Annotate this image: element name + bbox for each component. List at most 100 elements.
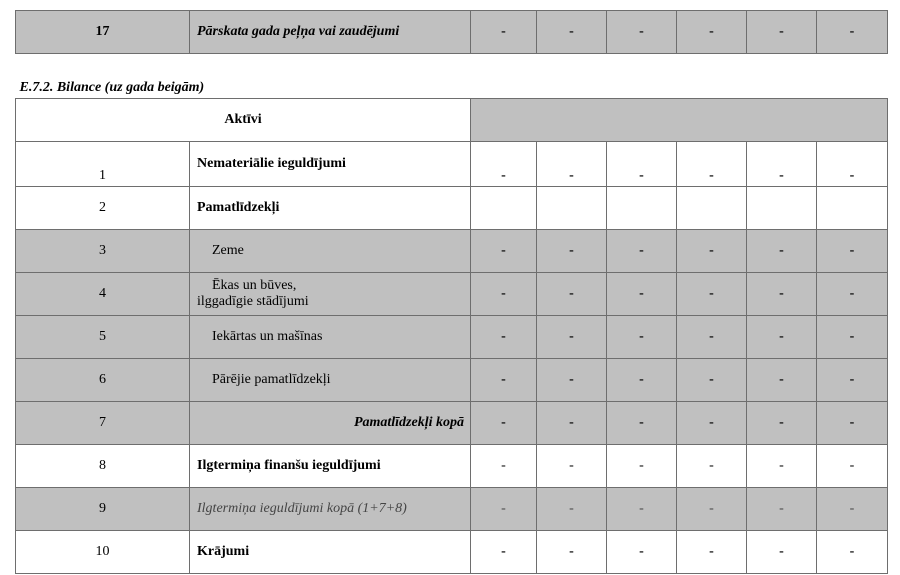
row-number: 4 [15,272,190,316]
header-shaded-area [470,98,888,142]
table-row: 6 Pārējie pamatlīdzekļi - - - - - - [15,358,888,402]
row-label: Pārējie pamatlīdzekļi [189,358,471,402]
value-cell: - [536,272,607,316]
value-cell: - [536,10,607,54]
value-cell: - [676,530,747,574]
value-cell: - [536,358,607,402]
row-label: Pamatlīdzekļi [189,186,471,230]
value-cell: - [816,229,888,273]
value-cell: - [746,444,817,488]
value-cell: - [676,315,747,359]
value-cell: - [470,272,537,316]
value-cell: - [676,487,747,531]
value-cell: - [746,229,817,273]
header-row: Aktīvi [15,98,888,142]
value-cell: - [470,358,537,402]
row-label: Krājumi [189,530,471,574]
value-cell [676,186,747,230]
value-cell: - [470,401,537,445]
value-cell: - [816,10,888,54]
row-label-text: Ilgtermiņa ieguldījumi kopā (1+7+8) [197,501,407,516]
value-cell: - [606,10,677,54]
value-cell: - [746,401,817,445]
row-number: 7 [15,401,190,445]
table-row: 17 Pārskata gada peļņa vai zaudējumi - - - - -… [15,10,888,54]
table-row: 8 Ilgtermiņa finanšu ieguldījumi - - - - - - [15,444,888,488]
value-cell: - [470,487,537,531]
value-cell [746,186,817,230]
value-cell: - [470,229,537,273]
value-cell: - [816,487,888,531]
row-label-text: Nemateriālie ieguldījumi [197,156,346,171]
value-cell: - [746,10,817,54]
table-row: 1 Nemateriālie ieguldījumi - - - - - - [15,141,888,187]
table-row: 5 Iekārtas un mašīnas - - - - - - [15,315,888,359]
value-cell: - [470,315,537,359]
value-cell: - [816,358,888,402]
value-cell: - [606,315,677,359]
value-cell: - [606,229,677,273]
value-cell: - [816,272,888,316]
value-cell: - [816,530,888,574]
value-cell: - [606,141,677,187]
table-row: 7 Pamatlīdzekļi kopā - - - - - - [15,401,888,445]
table-row: 10 Krājumi - - - - - - [15,530,888,574]
row-label: Pārskata gada peļņa vai zaudējumi [189,10,471,54]
row-label-text: Zeme [212,243,244,258]
value-cell: - [676,141,747,187]
row-label-text: Pārējie pamatlīdzekļi [212,372,331,387]
value-cell: - [536,401,607,445]
row-label: Nemateriālie ieguldījumi [189,141,471,187]
row-label: Iekārtas un mašīnas [189,315,471,359]
value-cell: - [816,444,888,488]
table-row: 2 Pamatlīdzekļi [15,186,888,230]
row-number: 1 [15,141,190,187]
value-cell: - [536,487,607,531]
row-label: Ēkas un būves, ilggadīgie stādījumi [189,272,471,316]
value-cell: - [470,141,537,187]
row-label: Pamatlīdzekļi kopā [189,401,471,445]
value-cell: - [676,444,747,488]
row-label-text: Ēkas un būves, [212,278,297,293]
value-cell: - [746,530,817,574]
row-label-text: Iekārtas un mašīnas [212,329,323,344]
value-cell: - [606,401,677,445]
value-cell: - [536,444,607,488]
row-number: 8 [15,444,190,488]
value-cell: - [606,272,677,316]
value-cell: - [606,358,677,402]
value-cell: - [470,10,537,54]
balance-table: 17 Pārskata gada peļņa vai zaudējumi - - - - -… [15,10,888,574]
value-cell: - [746,358,817,402]
value-cell [470,186,537,230]
row-number: 5 [15,315,190,359]
row-label-text: Ilgtermiņa finanšu ieguldījumi [197,458,381,473]
row-number: 3 [15,229,190,273]
row-label-text: Krājumi [197,544,250,559]
row-number: 17 [15,10,190,54]
row-label-text: Pamatlīdzekļi kopā [353,415,464,430]
value-cell: - [606,444,677,488]
header-aktivi: Aktīvi [15,98,471,142]
value-cell: - [816,401,888,445]
value-cell [536,186,607,230]
value-cell: - [676,401,747,445]
value-cell: - [536,530,607,574]
row-number: 6 [15,358,190,402]
value-cell: - [746,272,817,316]
value-cell: - [536,229,607,273]
row-label: Ilgtermiņa ieguldījumi kopā (1+7+8) [189,487,471,531]
table-row: 3 Zeme - - - - - - [15,229,888,273]
row-label-text: Pamatlīdzekļi [197,200,280,215]
value-cell: - [470,444,537,488]
value-cell [816,186,888,230]
row-number: 2 [15,186,190,230]
value-cell: - [676,358,747,402]
value-cell: - [536,141,607,187]
value-cell: - [746,487,817,531]
value-cell: - [816,141,888,187]
row-number: 9 [15,487,190,531]
table-row: 4 Ēkas un būves, ilggadīgie stādījumi - - - - -… [15,272,888,316]
row-number: 10 [15,530,190,574]
value-cell [606,186,677,230]
